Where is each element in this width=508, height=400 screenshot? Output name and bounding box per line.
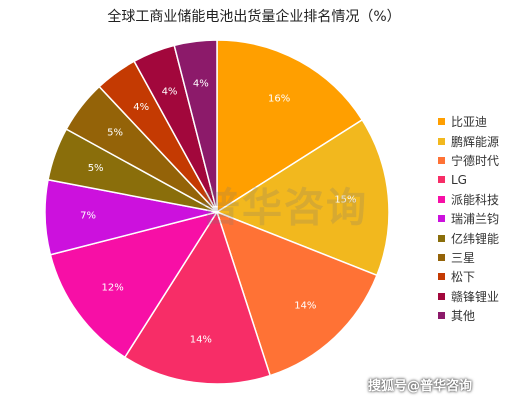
legend-label: 鹏辉能源 <box>451 134 500 149</box>
legend-label: 其他 <box>451 309 476 324</box>
slice-data-label: 7% <box>80 211 96 222</box>
legend-item: 瑞浦兰钧 <box>438 209 499 228</box>
slice-data-label: 4% <box>133 102 149 113</box>
source-watermark: 搜狐号@普华咨询 <box>368 379 473 394</box>
legend-item: 鹏辉能源 <box>438 131 499 150</box>
chart-title: 全球工商业储能电池出货量企业排名情况（%） <box>107 9 401 25</box>
slice-data-label: 4% <box>162 87 178 98</box>
slice-data-label: 14% <box>294 301 316 312</box>
pie-slice <box>123 210 272 385</box>
pie-slice <box>216 39 364 214</box>
legend-label: 派能科技 <box>451 192 500 207</box>
legend-label: 三星 <box>451 250 476 265</box>
pie-slice <box>49 210 219 359</box>
legend-label: 瑞浦兰钧 <box>451 212 500 227</box>
slice-data-label: 4% <box>193 79 209 90</box>
legend-item: 三星 <box>438 248 499 267</box>
legend-swatch <box>438 273 445 281</box>
legend-item: 亿纬锂能 <box>438 228 499 247</box>
legend-label: 松下 <box>451 270 476 285</box>
legend-item: 宁德时代 <box>438 151 499 170</box>
slice-data-label: 12% <box>102 282 124 293</box>
legend-swatch <box>438 176 445 184</box>
legend-item: 比亚迪 <box>438 112 499 131</box>
legend-label: 赣锋锂业 <box>451 289 500 304</box>
legend-item: 派能科技 <box>438 190 499 209</box>
slice-data-label: 14% <box>190 334 212 345</box>
legend-item: 松下 <box>438 267 499 286</box>
legend-swatch <box>438 118 445 126</box>
pie-slice <box>173 39 218 213</box>
legend-item: 其他 <box>438 306 499 325</box>
legend-swatch <box>438 312 445 320</box>
legend-label: LG <box>451 172 467 187</box>
legend-swatch <box>438 195 445 203</box>
legend-swatch <box>438 253 445 261</box>
slice-data-label: 5% <box>107 127 123 138</box>
legend-item: 赣锋锂业 <box>438 287 499 306</box>
legend-label: 宁德时代 <box>451 153 500 168</box>
watermark: 普华咨询 <box>200 185 368 231</box>
chart-legend: 比亚迪鹏辉能源宁德时代 LG 派能科技瑞浦兰钧亿纬锂能三星松下赣锋锂业其他 <box>438 112 499 325</box>
legend-label: 比亚迪 <box>451 115 488 130</box>
legend-swatch <box>438 234 445 242</box>
pie-slice <box>215 118 390 277</box>
legend-swatch <box>438 156 445 164</box>
legend-swatch <box>438 137 445 145</box>
legend-label: 亿纬锂能 <box>451 231 500 246</box>
slice-data-label: 5% <box>88 163 104 174</box>
slice-data-label: 16% <box>268 93 290 104</box>
legend-swatch <box>438 292 445 300</box>
slice-data-label: 15% <box>334 194 356 205</box>
legend-item: LG <box>438 170 499 189</box>
legend-swatch <box>438 215 445 223</box>
